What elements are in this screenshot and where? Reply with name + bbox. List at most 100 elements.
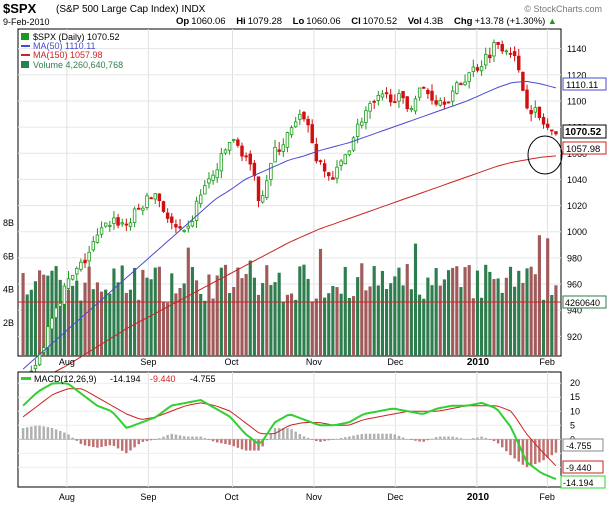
candlesticks	[21, 39, 558, 395]
macd-histogram-bar	[405, 439, 409, 440]
candle-body	[285, 132, 290, 148]
candle-body	[178, 226, 182, 229]
macd-legend-signal-value: -9.440	[150, 374, 176, 384]
macd-histogram-bar	[211, 439, 215, 442]
volume-bar	[194, 280, 199, 356]
volume-bar	[401, 285, 405, 356]
candle-body	[269, 162, 273, 180]
candle-body	[186, 225, 191, 229]
candle-body	[194, 200, 199, 221]
macd-histogram-bar	[203, 438, 207, 440]
change-value: +13.78 (+1.30%)	[474, 16, 546, 27]
candle-body	[37, 353, 42, 366]
volume-bar	[223, 264, 228, 356]
volume-bar	[170, 273, 174, 356]
macd-histogram-bar	[46, 427, 50, 440]
volume-y-tick-label: 4B	[3, 285, 14, 295]
macd-histogram-bar	[195, 436, 198, 440]
volume-badge-text: 4260640	[565, 298, 600, 308]
macd-panel-frame	[17, 371, 562, 488]
volume-bar	[75, 280, 79, 356]
volume-bar	[83, 282, 87, 356]
candle-body	[372, 100, 376, 103]
volume-bar	[500, 292, 504, 356]
candle-body	[314, 143, 319, 162]
candle-body	[182, 229, 186, 232]
macd-histogram-bar	[71, 437, 74, 440]
candle-body	[434, 100, 438, 105]
price-y-tick-label: 1040	[567, 175, 587, 185]
macd-signal-badge-text: -9.440	[566, 463, 592, 473]
macd-histogram-bar	[162, 436, 165, 440]
macd-histogram-bar	[244, 439, 248, 451]
volume-bar	[480, 297, 484, 356]
change-label: Chg	[454, 16, 473, 27]
candle-body	[190, 221, 195, 227]
macd-histogram-bar	[393, 434, 397, 440]
volume-bar	[294, 299, 298, 356]
macd-histogram-bar	[199, 436, 202, 440]
volume-bar	[252, 277, 256, 356]
macd-histogram-bar	[228, 439, 231, 445]
volume-bar	[339, 293, 343, 356]
volume-bar	[306, 278, 310, 356]
candle-body	[87, 251, 91, 262]
macd-histogram-bar	[79, 439, 83, 444]
volume-bar	[33, 281, 38, 356]
volume-bar	[314, 298, 318, 356]
candle-body	[529, 109, 533, 115]
candle-body	[310, 124, 314, 144]
candle-body	[112, 217, 116, 224]
candle-body	[479, 66, 484, 72]
volume-bar	[66, 289, 71, 356]
exchange-code: INDX	[181, 4, 206, 15]
volume-bar	[285, 294, 290, 356]
macd-histogram-bar	[166, 435, 169, 440]
macd-hist-badge-box	[562, 438, 604, 452]
price-x-tick-label: 2010	[467, 357, 490, 368]
macd-y-axis-labels: 05101520	[570, 378, 580, 444]
volume-bar	[331, 286, 335, 356]
volume-bar	[471, 298, 475, 356]
candle-body	[99, 227, 104, 235]
volume-bar	[128, 289, 133, 356]
macd-histogram-bar	[500, 439, 504, 448]
volume-badge-box	[562, 295, 607, 309]
volume-bar	[335, 287, 339, 356]
macd-x-tick-label: Oct	[224, 492, 239, 502]
candle-body	[409, 108, 414, 111]
candle-body	[211, 174, 215, 181]
macd-histogram-bar	[315, 439, 318, 442]
candle-body	[157, 193, 162, 202]
macd-histogram-bar	[38, 425, 41, 440]
macd-histogram-bar	[410, 439, 413, 440]
macd-histogram-bar	[331, 439, 335, 440]
macd-histogram-bar	[463, 438, 467, 440]
volume-y-tick-label: 8B	[3, 218, 14, 228]
candle-body	[450, 90, 455, 102]
volume-bar	[422, 298, 426, 356]
volume-legend-swatch	[21, 61, 29, 68]
volume-bar	[451, 267, 455, 356]
volume-bar	[281, 301, 285, 356]
macd-histogram-bar	[480, 436, 483, 440]
volume-bar	[277, 272, 281, 356]
stockcharts-watermark[interactable]: © StockCharts.com	[524, 4, 602, 14]
candle-body	[91, 241, 96, 251]
volume-value: 4.3B	[423, 16, 444, 27]
volume-bar	[554, 285, 558, 356]
macd-histogram-bar	[484, 437, 487, 440]
price-y-tick-label: 1020	[567, 201, 587, 211]
ma50-legend-text: MA(50) 1110.11	[33, 41, 96, 51]
volume-bar	[546, 238, 550, 356]
macd-histogram-bar	[505, 439, 508, 452]
candle-body	[322, 163, 327, 172]
volume-bar	[178, 287, 182, 356]
volume-bar	[537, 235, 541, 356]
macd-histogram-bar	[546, 439, 549, 458]
candle-body	[422, 86, 426, 89]
candle-body	[306, 118, 310, 126]
volume-bar	[232, 287, 236, 356]
volume-bar	[50, 270, 54, 356]
